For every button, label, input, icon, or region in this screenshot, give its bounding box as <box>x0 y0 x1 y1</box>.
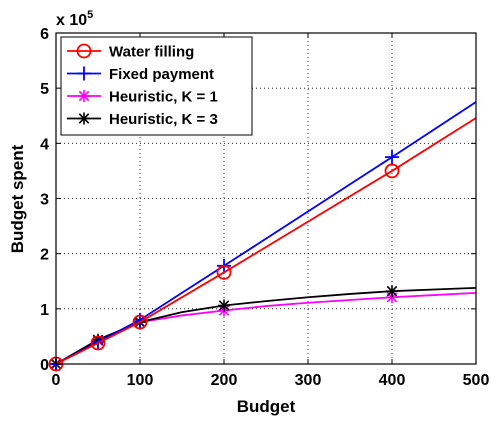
point-fixed-payment <box>385 150 399 165</box>
series-layer <box>48 101 477 372</box>
marker-stroke <box>78 113 90 124</box>
y-tick-label: 6 <box>40 26 49 43</box>
point-water-filling <box>90 335 106 351</box>
legend-entry-water-filling: Water filling <box>67 44 194 61</box>
y-axis-title: Budget spent <box>8 144 27 253</box>
y-multiplier-base: x 10 <box>56 12 87 29</box>
ticks: 0 100 200 300 400 500 0 1 2 3 4 5 6 <box>40 26 489 389</box>
y-tick-label: 2 <box>40 247 49 264</box>
point-water-filling <box>216 265 232 280</box>
point-heuristic-k-3 <box>386 285 398 298</box>
series-water-filling <box>48 117 477 372</box>
point-water-filling <box>132 314 148 330</box>
y-tick-label: 1 <box>40 302 49 319</box>
x-axis-title: Budget <box>237 397 296 416</box>
x-tick-label: 300 <box>295 372 322 389</box>
legend-label: Heuristic, K = 3 <box>109 111 218 128</box>
series-line-water-filling <box>55 117 477 365</box>
legend-entry-heuristic-k-1: Heuristic, K = 1 <box>67 89 218 106</box>
y-multiplier-exponent: 5 <box>87 9 93 21</box>
legend-swatch-marker <box>77 66 91 81</box>
legend-entry-heuristic-k-3: Heuristic, K = 3 <box>67 111 218 128</box>
y-tick-label: 5 <box>40 81 49 98</box>
x-tick-label: 200 <box>211 372 238 389</box>
legend-label: Fixed payment <box>109 66 214 83</box>
y-tick-label: 4 <box>40 136 49 153</box>
x-tick-label: 400 <box>379 372 406 389</box>
marker-stroke <box>386 285 398 297</box>
legend: Water filling Fixed payment Heuristic, K =… <box>60 36 253 136</box>
legend-label: Water filling <box>109 44 194 61</box>
legend-swatch-marker <box>76 43 92 59</box>
legend-swatch-marker <box>78 112 90 125</box>
y-tick-label: 3 <box>40 192 49 209</box>
y-multiplier-label: x 105 <box>56 9 93 29</box>
x-tick-label: 100 <box>127 372 154 389</box>
legend-label: Heuristic, K = 1 <box>109 89 218 106</box>
marker-stroke <box>218 300 230 311</box>
legend-entry-fixed-payment: Fixed payment <box>67 66 214 83</box>
x-tick-label: 500 <box>463 372 490 389</box>
point-water-filling <box>384 163 400 179</box>
y-tick-label: 0 <box>40 357 49 374</box>
point-heuristic-k-3 <box>218 299 230 312</box>
marker-stroke <box>78 90 90 102</box>
legend-swatch-marker <box>78 90 90 102</box>
x-tick-label: 0 <box>52 372 61 389</box>
